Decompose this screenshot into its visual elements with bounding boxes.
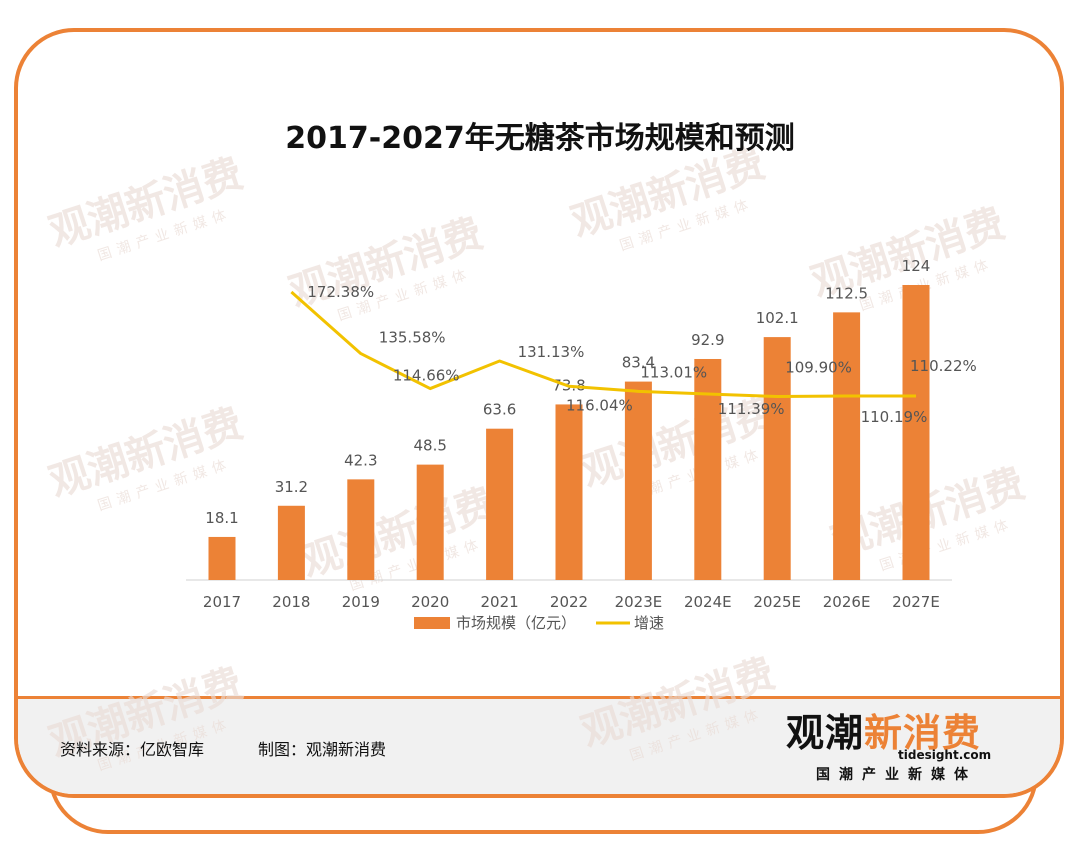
x-tick-label: 2021 (481, 593, 519, 611)
bar (763, 337, 791, 580)
bar (624, 381, 652, 580)
growth-series-line (290, 290, 917, 399)
brand-logo: 观潮新消费 tidesight.com 国潮产业新媒体 (786, 714, 1006, 784)
x-tick-label: 2019 (342, 593, 380, 611)
x-tick-label: 2025E (753, 593, 801, 611)
growth-data-label: 113.01% (640, 363, 707, 381)
growth-data-label: 109.90% (785, 359, 852, 377)
bar-value-label: 124 (902, 257, 931, 275)
growth-data-label: 110.22% (910, 357, 977, 375)
bar (208, 536, 236, 580)
x-tick-label: 2017 (203, 593, 241, 611)
legend-label-bar: 市场规模（亿元） (456, 614, 576, 632)
bar-value-label: 112.5 (825, 284, 868, 302)
bar (833, 312, 861, 580)
bar-value-label: 48.5 (413, 437, 446, 455)
growth-data-label: 172.38% (307, 283, 374, 301)
growth-data-label: 116.04% (566, 396, 633, 414)
bar-value-label: 83.4 (622, 354, 655, 372)
bar-value-label: 31.2 (275, 478, 308, 496)
legend-label-line: 增速 (634, 614, 664, 632)
bar (902, 285, 930, 580)
x-tick-label: 2023E (615, 593, 663, 611)
maker-note: 制图：观潮新消费 (258, 740, 387, 759)
growth-data-label: 131.13% (518, 343, 585, 361)
x-tick-label: 2020 (411, 593, 449, 611)
x-tick-label: 2018 (272, 593, 310, 611)
brand-domain: tidesight.com (898, 748, 992, 762)
x-tick-label: 2022 (550, 593, 588, 611)
bar (277, 505, 305, 580)
bar-value-label: 18.1 (205, 509, 238, 527)
brand-name-b: 新消费 (864, 711, 982, 755)
bar (416, 464, 444, 580)
brand-tagline: 国潮产业新媒体 (816, 767, 977, 783)
bar (347, 479, 375, 580)
x-tick-label: 2024E (684, 593, 732, 611)
legend-swatch-bar (414, 617, 450, 629)
brand-name-a: 观潮 (786, 711, 865, 755)
x-tick-label: 2026E (823, 593, 871, 611)
bar-value-label: 102.1 (756, 309, 799, 327)
growth-data-label: 111.39% (718, 400, 785, 418)
source-note: 资料来源：亿欧智库 (60, 740, 205, 759)
growth-data-label: 135.58% (379, 329, 446, 347)
x-tick-label: 2027E (892, 593, 940, 611)
chart-title: 2017-2027年无糖茶市场规模和预测 (285, 121, 795, 156)
bar-value-label: 42.3 (344, 451, 377, 469)
chart-card (14, 28, 1064, 798)
bar-value-label: 92.9 (691, 331, 724, 349)
bar (555, 404, 583, 580)
bar (694, 358, 722, 580)
growth-data-label: 114.66% (393, 367, 460, 385)
bar-value-label: 63.6 (483, 401, 516, 419)
footer-band (18, 696, 1060, 794)
bar (486, 428, 514, 580)
growth-data-label: 110.19% (861, 408, 928, 426)
